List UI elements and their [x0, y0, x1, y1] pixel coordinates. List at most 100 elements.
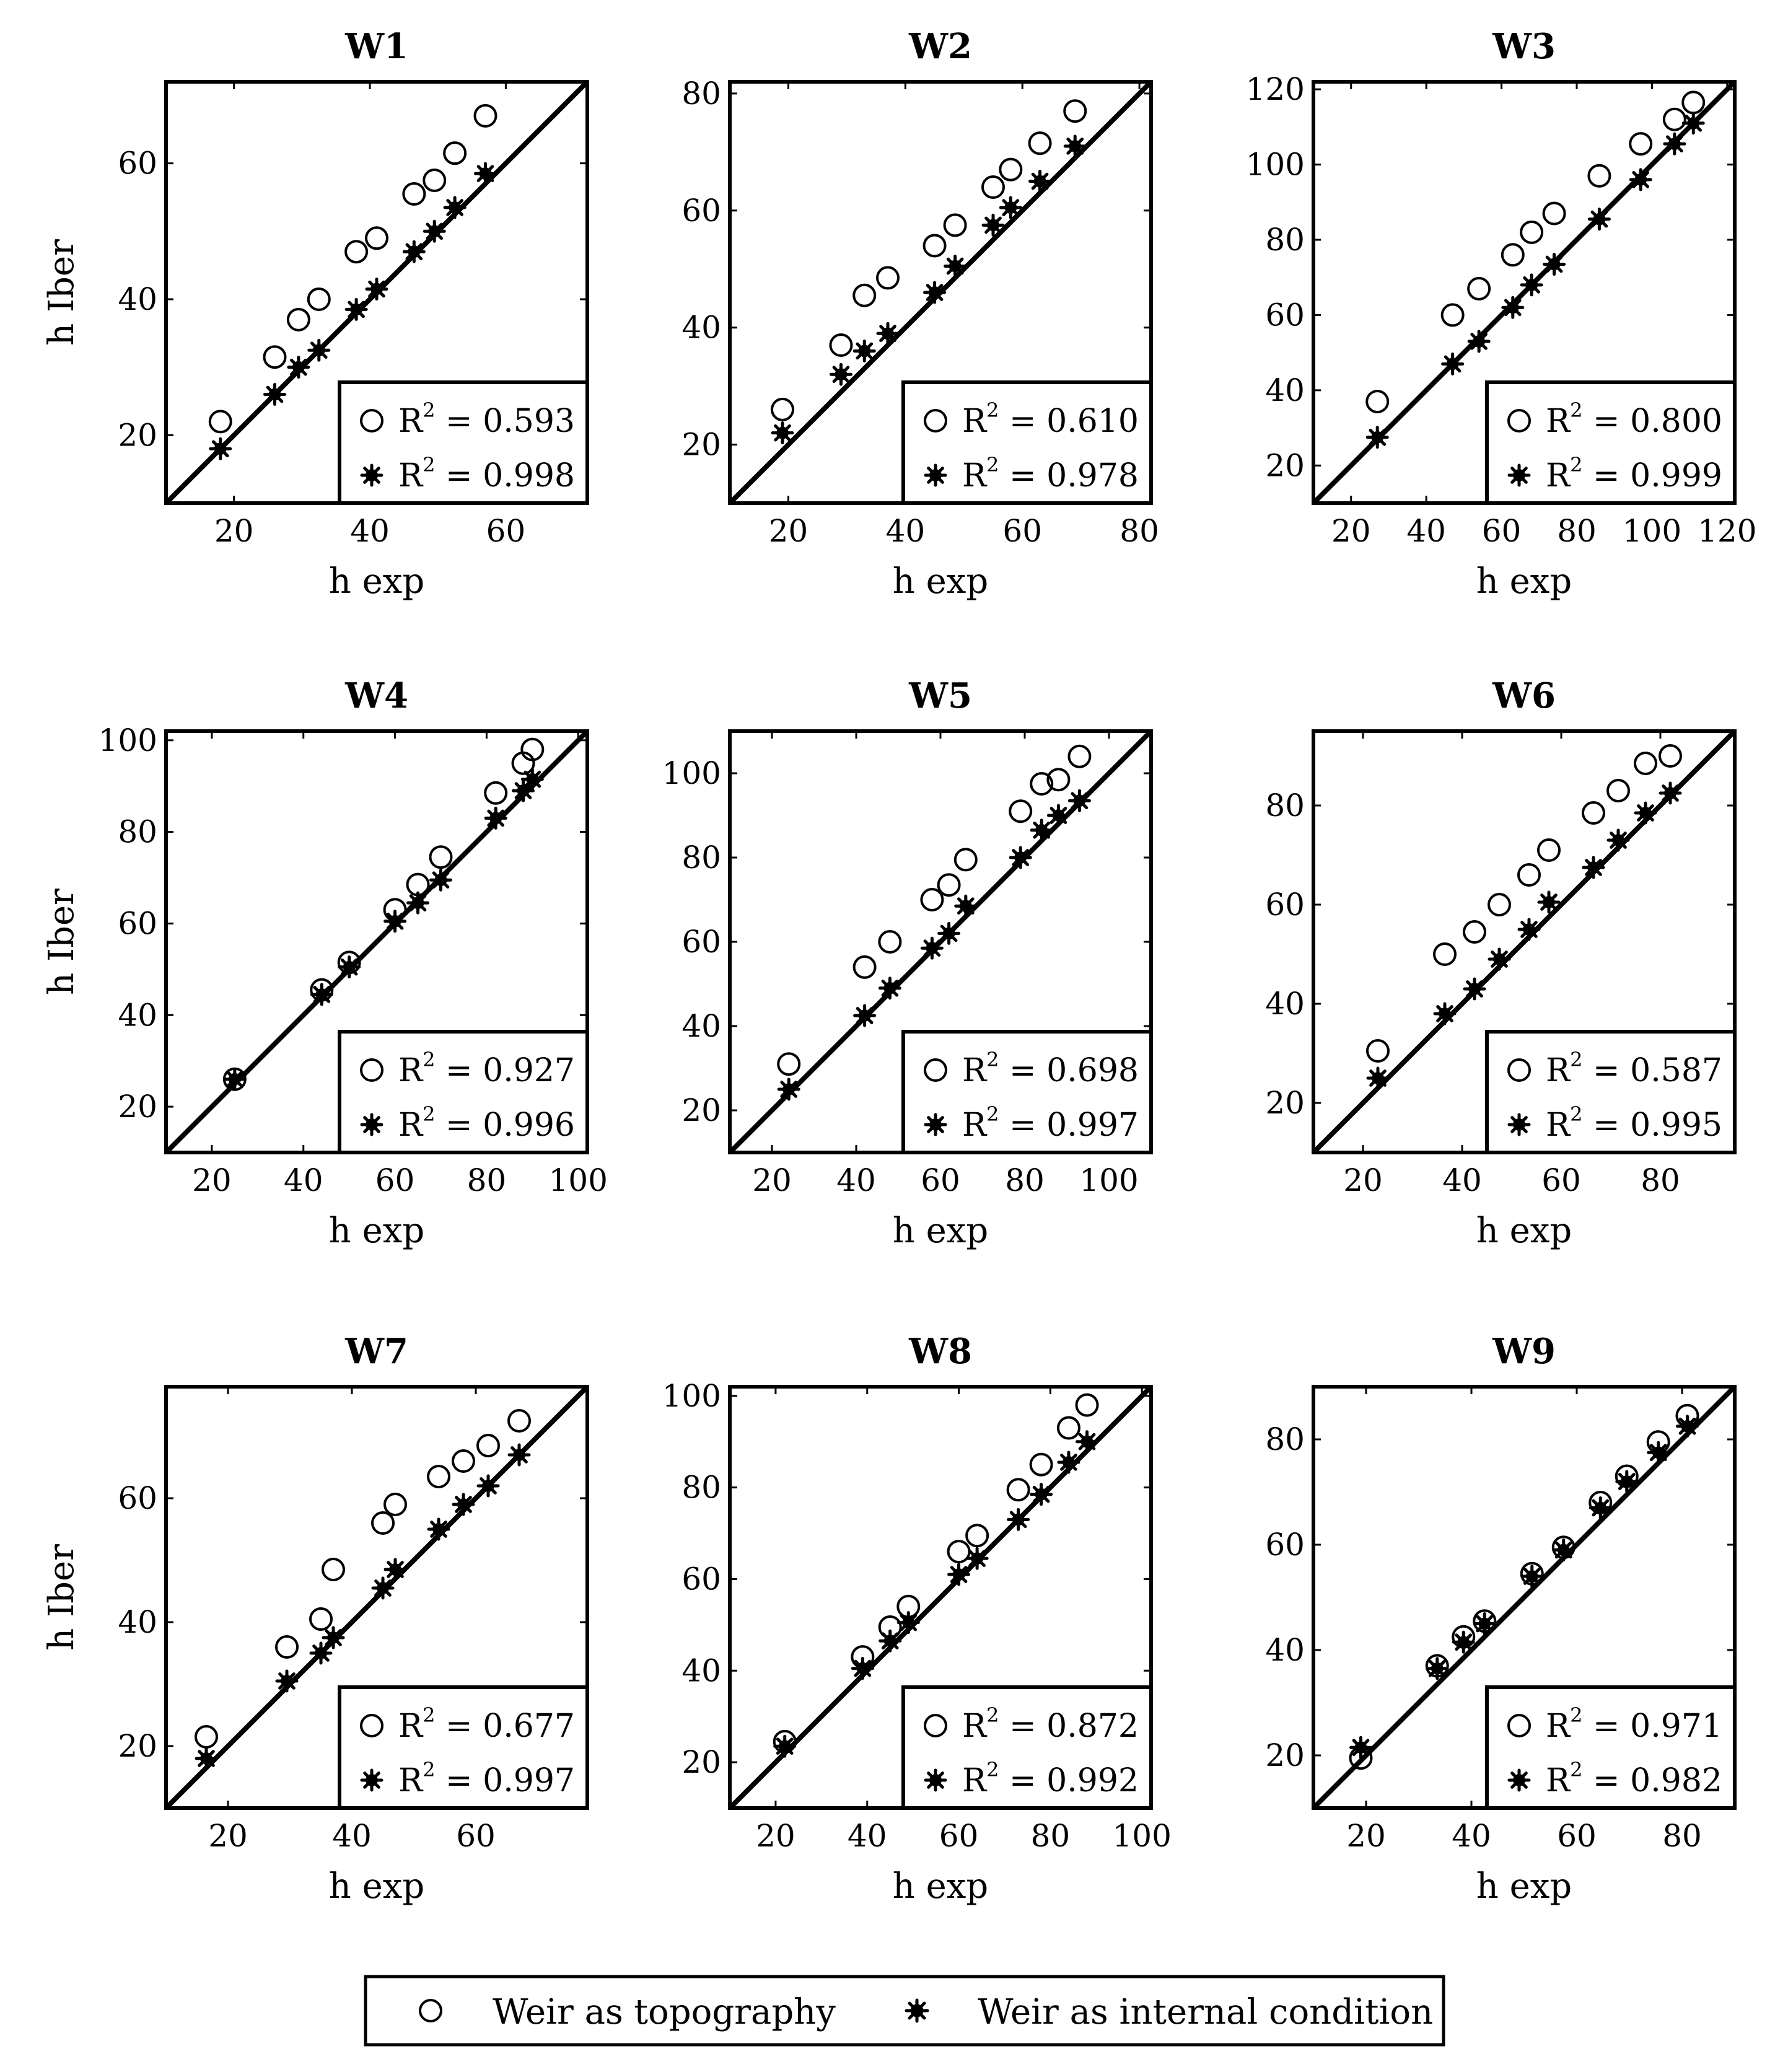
y-tick-label: 60	[1265, 297, 1305, 333]
axes-frame	[728, 80, 1153, 505]
r2-value: R2 = 0.872	[962, 1703, 1139, 1745]
axes-frame	[1312, 729, 1737, 1154]
point-topography	[1063, 99, 1087, 123]
point-internal-condition	[1007, 1508, 1030, 1531]
panel-title: W5	[908, 675, 972, 716]
x-axis-label: h exp	[893, 1211, 988, 1251]
point-internal-condition	[429, 868, 452, 892]
point-internal-condition	[1365, 426, 1389, 449]
point-internal-condition	[1028, 170, 1052, 193]
figure-legend-label: Weir as internal condition	[978, 1992, 1433, 2032]
point-topography	[1501, 243, 1525, 267]
r2-legend-box	[901, 1030, 1153, 1154]
point-internal-condition	[1067, 789, 1091, 812]
panel-w9: W9 20 40 60 80 20 40 60 80 h exp R2 = 0.971 R2 = 0.…	[1265, 1331, 1737, 1907]
point-internal-condition	[1520, 1565, 1544, 1588]
x-axis-label: h exp	[1476, 1866, 1572, 1907]
r2-marker-filled-star	[924, 1768, 947, 1792]
point-topography	[1542, 201, 1566, 226]
y-tick-label: 40	[1265, 1632, 1305, 1668]
point-internal-condition	[923, 281, 947, 304]
r2-marker-filled-star	[360, 1113, 383, 1136]
point-internal-condition	[981, 213, 1005, 237]
point-topography	[1440, 303, 1465, 327]
point-internal-condition	[209, 437, 232, 460]
point-internal-condition	[406, 891, 430, 915]
r2-value: R2 = 0.995	[1546, 1102, 1722, 1144]
x-tick-label: 40	[284, 1162, 323, 1198]
x-tick-label: 60	[486, 513, 526, 549]
point-topography	[507, 1409, 531, 1433]
axes-frame	[1312, 80, 1737, 505]
point-topography	[1056, 1416, 1080, 1440]
x-tick-label: 20	[214, 513, 254, 549]
x-tick-label: 80	[1557, 513, 1597, 549]
point-topography	[852, 283, 877, 307]
x-tick-label: 80	[1005, 1162, 1045, 1198]
point-topography	[195, 1725, 218, 1749]
y-tick-label: 20	[118, 1089, 157, 1125]
r2-value: R2 = 0.610	[962, 398, 1139, 440]
point-internal-condition	[1634, 801, 1657, 825]
r2-marker-open-circle	[360, 409, 383, 432]
point-internal-condition	[1606, 828, 1630, 852]
x-tick-label: 40	[886, 513, 926, 549]
point-internal-condition	[1030, 1483, 1053, 1506]
y-axis-label: h Iber	[42, 1544, 82, 1651]
panel-title: W1	[344, 26, 408, 67]
panel-title: W6	[1492, 675, 1556, 716]
point-internal-condition	[1433, 1002, 1457, 1025]
figure-legend-label: Weir as topography	[493, 1992, 836, 2032]
point-internal-condition	[338, 955, 361, 979]
point-topography	[443, 141, 467, 165]
point-topography	[829, 333, 853, 357]
x-axis-label: h exp	[329, 1211, 424, 1251]
point-internal-condition	[878, 977, 901, 1000]
x-tick-label: 20	[1343, 1162, 1383, 1198]
y-tick-label: 60	[118, 1480, 157, 1516]
point-topography	[309, 1607, 333, 1631]
point-topography	[263, 345, 287, 369]
y-tick-label: 80	[681, 76, 721, 112]
point-internal-condition	[452, 1493, 475, 1516]
r2-value: R2 = 0.997	[962, 1102, 1139, 1144]
point-internal-condition	[263, 383, 286, 406]
y-tick-label: 40	[1265, 986, 1305, 1022]
point-internal-condition	[1517, 918, 1541, 941]
point-topography	[429, 845, 453, 869]
point-topography	[1488, 893, 1511, 916]
point-topography	[423, 169, 447, 193]
x-tick-label: 60	[1002, 513, 1042, 549]
panel-w8: W8 20 40 60 80 100 20 40 60 80 100 h exp R2 = 0.872 R…	[662, 1331, 1172, 1907]
point-topography	[920, 888, 944, 911]
point-topography	[1463, 920, 1486, 944]
point-topography	[1006, 1478, 1030, 1502]
point-topography	[208, 410, 232, 434]
y-tick-label: 20	[1265, 1085, 1305, 1121]
point-topography	[1662, 107, 1686, 131]
r2-value: R2 = 0.800	[1546, 398, 1722, 440]
point-internal-condition	[309, 1641, 333, 1665]
legend-marker-open-circle	[419, 1999, 442, 2022]
r2-value: R2 = 0.677	[398, 1703, 575, 1745]
point-internal-condition	[427, 1517, 450, 1541]
point-internal-condition	[876, 322, 900, 345]
x-tick-label: 20	[208, 1818, 248, 1854]
point-topography	[1365, 390, 1390, 414]
r2-value: R2 = 0.997	[398, 1758, 575, 1799]
r2-marker-open-circle	[1507, 1714, 1531, 1737]
point-internal-condition	[773, 1734, 797, 1758]
r2-marker-open-circle	[924, 1058, 947, 1082]
x-tick-label: 20	[1346, 1818, 1386, 1854]
x-tick-label: 100	[1623, 513, 1681, 549]
point-topography	[1009, 799, 1033, 823]
panel-w5: W5 20 40 60 80 100 20 40 60 80 100 h exp R2 = 0.698 R…	[662, 675, 1153, 1251]
point-topography	[965, 1524, 989, 1548]
point-internal-condition	[310, 983, 333, 1006]
point-internal-condition	[443, 196, 467, 219]
point-internal-condition	[1520, 273, 1543, 297]
point-internal-condition	[1030, 819, 1053, 842]
y-tick-label: 60	[681, 193, 721, 229]
point-internal-condition	[896, 1611, 920, 1635]
r2-value: R2 = 0.587	[1546, 1048, 1722, 1089]
